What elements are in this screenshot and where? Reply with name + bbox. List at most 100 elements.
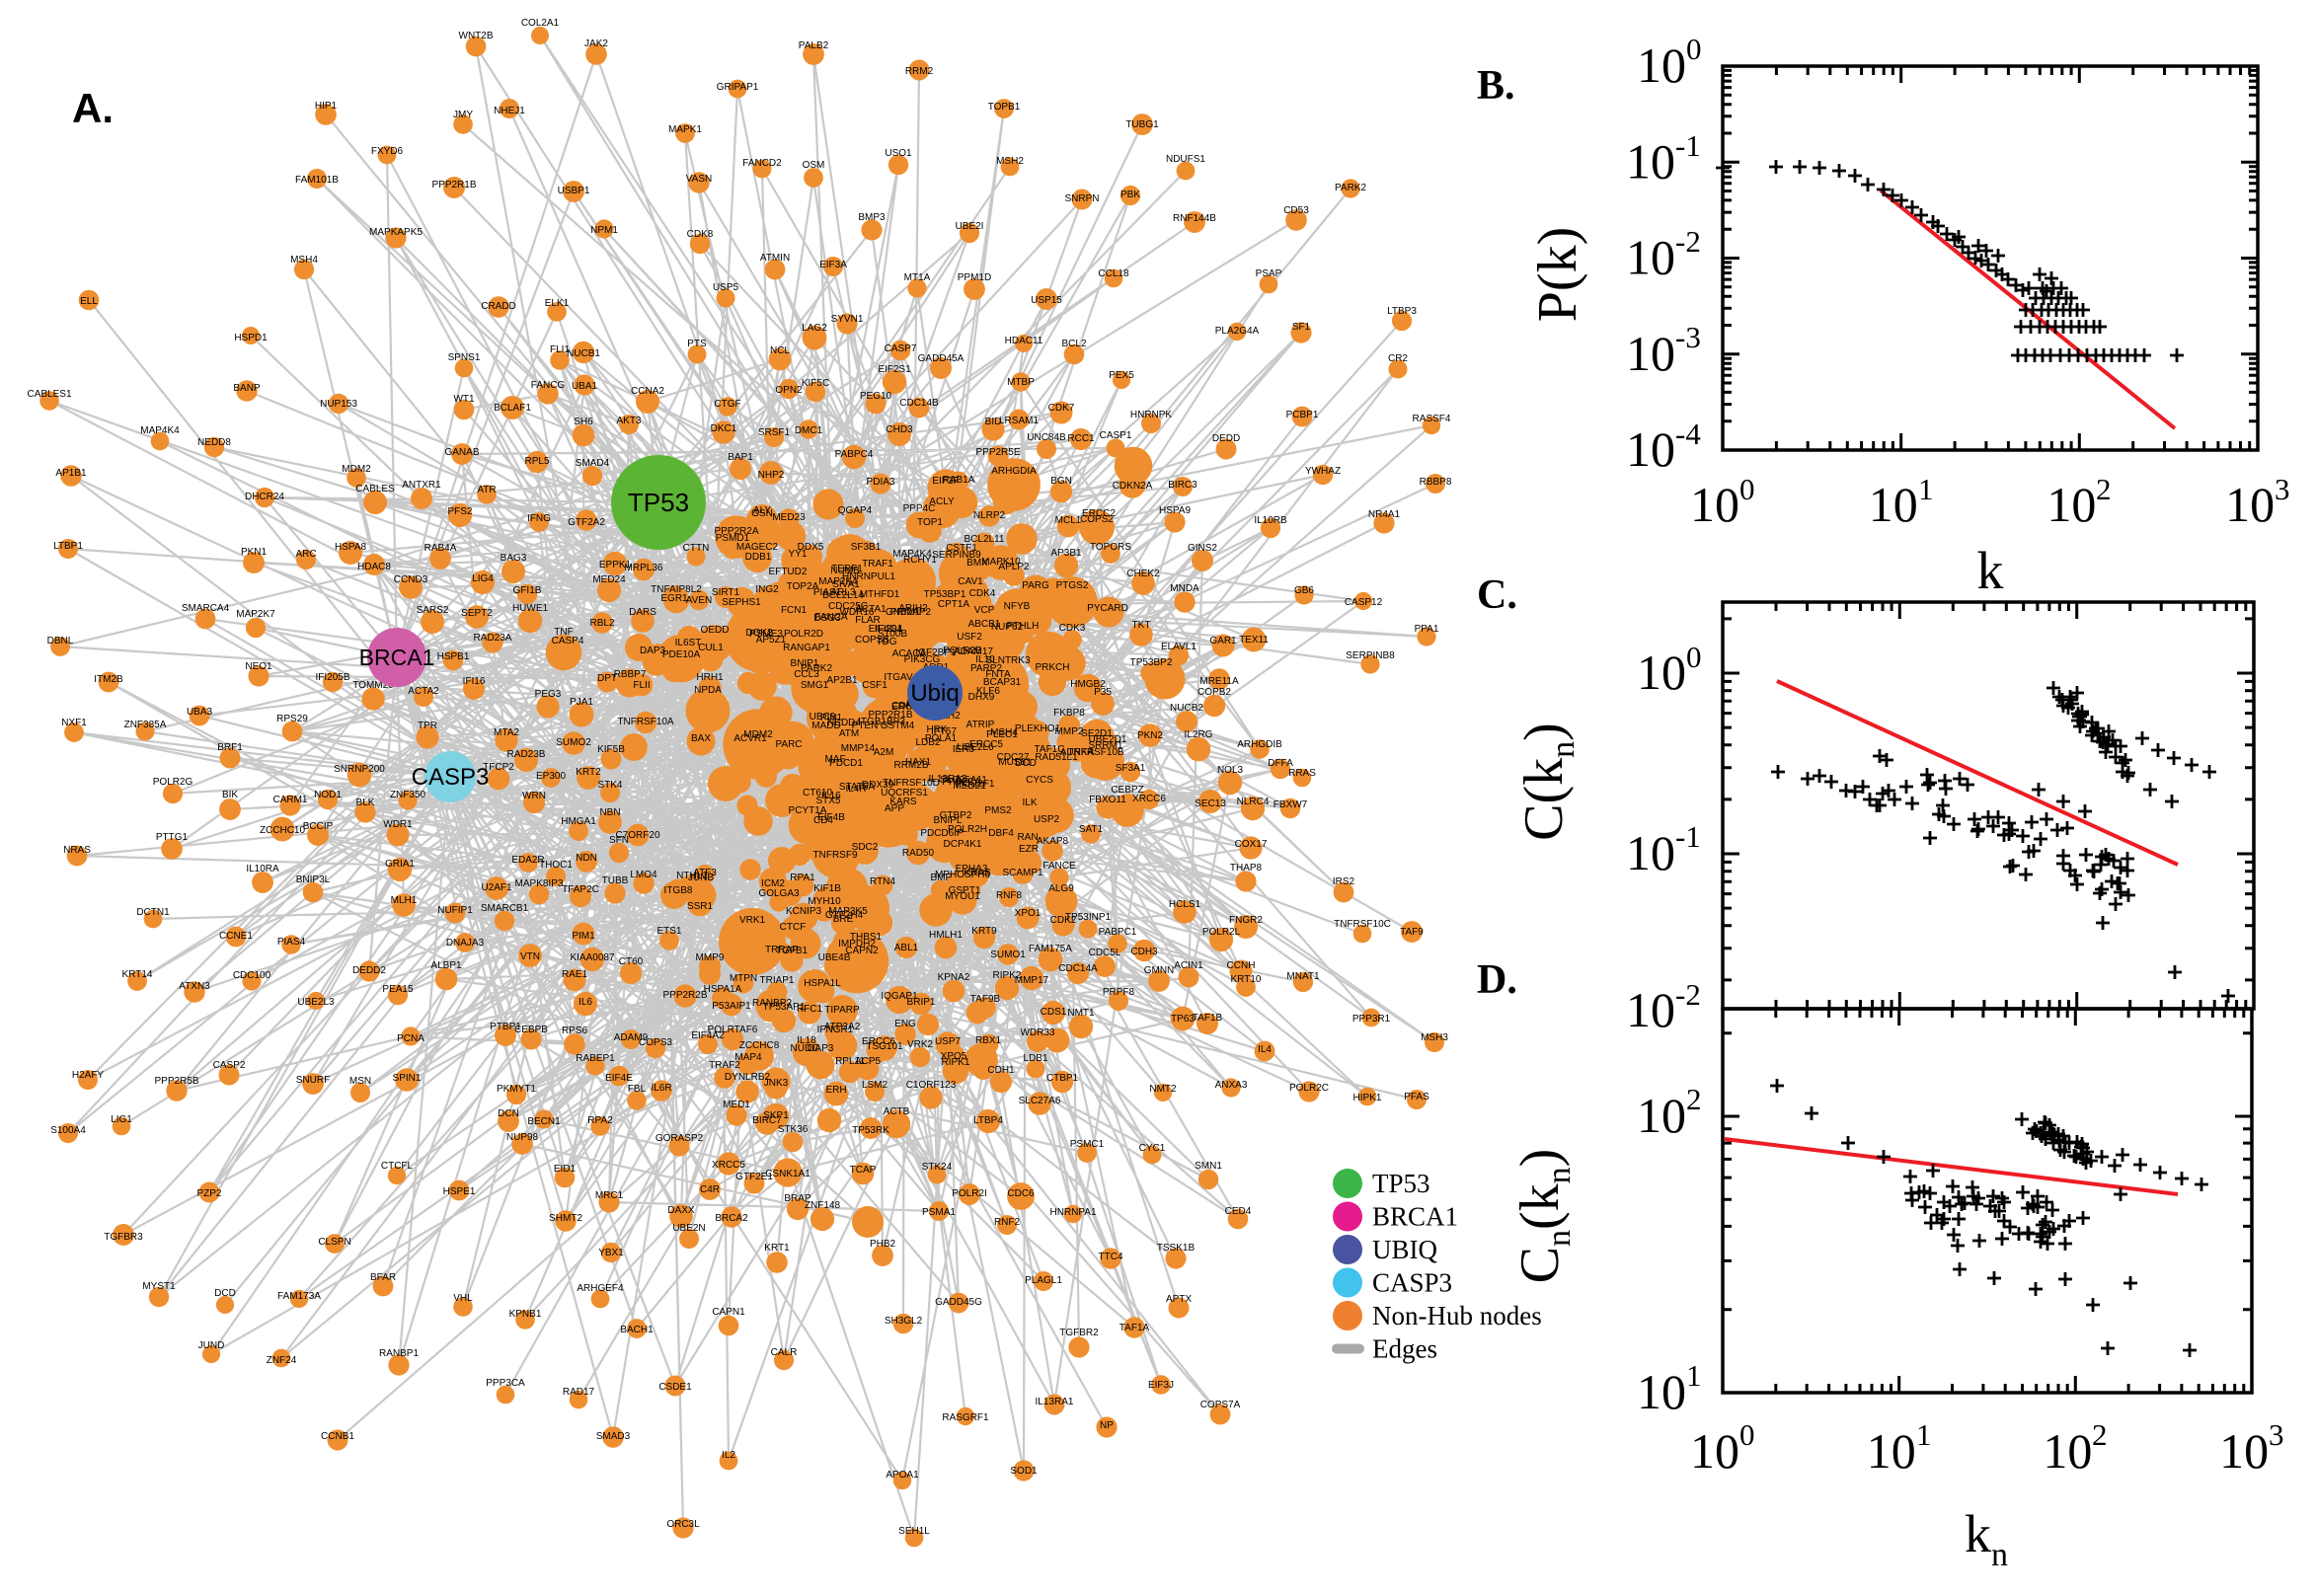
- svg-text:CDK7: CDK7: [1048, 403, 1075, 414]
- svg-text:DMC1: DMC1: [795, 425, 823, 436]
- svg-text:C.: C.: [1477, 572, 1517, 618]
- svg-text:0: 0: [1686, 640, 1702, 674]
- svg-text:ACTB: ACTB: [884, 1106, 910, 1117]
- svg-text:ATM: ATM: [839, 728, 859, 739]
- svg-text:DBF4: DBF4: [988, 828, 1014, 839]
- svg-text:CSF1: CSF1: [862, 680, 888, 691]
- svg-text:DBNL: DBNL: [47, 636, 74, 646]
- svg-text:MRE11A: MRE11A: [1199, 676, 1239, 687]
- svg-text:2: 2: [2096, 472, 2112, 506]
- svg-text:PDCD6IP: PDCD6IP: [920, 828, 964, 839]
- svg-text:FAM101B: FAM101B: [295, 175, 339, 186]
- svg-text:DCD: DCD: [214, 1288, 236, 1299]
- svg-text:P35: P35: [1094, 687, 1112, 698]
- svg-text:SCAMP1: SCAMP1: [1002, 868, 1043, 878]
- svg-text:STX5: STX5: [815, 796, 840, 806]
- svg-text:FANCG: FANCG: [531, 380, 566, 391]
- svg-text:DDX5: DDX5: [798, 542, 824, 553]
- svg-text:SOD1: SOD1: [1010, 1466, 1038, 1477]
- svg-text:ATP2A2: ATP2A2: [824, 1022, 861, 1032]
- svg-text:PRPF8: PRPF8: [1103, 987, 1135, 998]
- svg-text:DDB1: DDB1: [745, 552, 772, 563]
- svg-text:Ubiq: Ubiq: [910, 680, 959, 707]
- svg-text:NEDD4: NEDD4: [827, 718, 861, 728]
- svg-text:NUMB: NUMB: [830, 566, 860, 576]
- svg-text:RAD50: RAD50: [902, 848, 935, 859]
- svg-text:CDC14B: CDC14B: [899, 398, 939, 409]
- svg-text:CASP1: CASP1: [1100, 430, 1132, 441]
- svg-text:CABLES: CABLES: [355, 484, 395, 494]
- svg-text:SNRNP200: SNRNP200: [334, 764, 385, 775]
- svg-text:TP53RK: TP53RK: [852, 1125, 889, 1136]
- svg-text:PPP2R2B: PPP2R2B: [662, 990, 707, 1001]
- svg-text:HDAC11: HDAC11: [1005, 336, 1043, 346]
- svg-text:DAP3: DAP3: [640, 646, 666, 656]
- svg-text:PIN1: PIN1: [820, 713, 843, 723]
- svg-text:IFNGR1: IFNGR1: [817, 1025, 854, 1035]
- svg-text:MTA2: MTA2: [494, 727, 519, 738]
- svg-text:MUS81: MUS81: [998, 757, 1032, 768]
- svg-text:IL6ST: IL6ST: [675, 638, 702, 648]
- svg-text:FANCA: FANCA: [814, 612, 848, 623]
- svg-text:GAR1: GAR1: [1209, 636, 1237, 646]
- svg-text:SEPHS1: SEPHS1: [722, 597, 761, 608]
- svg-text:IQGAP1: IQGAP1: [881, 991, 918, 1002]
- svg-text:MYH10: MYH10: [808, 896, 841, 907]
- svg-text:RPL11: RPL11: [835, 1056, 865, 1067]
- svg-text:TGFBR3: TGFBR3: [104, 1232, 143, 1243]
- svg-text:LTBP3: LTBP3: [1387, 306, 1417, 317]
- svg-text:CCNB1: CCNB1: [321, 1431, 354, 1442]
- svg-text:BANP: BANP: [233, 383, 261, 394]
- svg-text:RAD23B: RAD23B: [507, 749, 546, 760]
- svg-text:CAPN1: CAPN1: [712, 1307, 745, 1318]
- svg-text:SLC27A6: SLC27A6: [1019, 1096, 1061, 1106]
- svg-text:10: 10: [1637, 645, 1686, 700]
- svg-text:AP1B1: AP1B1: [55, 468, 87, 479]
- svg-text:CABLES1: CABLES1: [27, 389, 71, 400]
- svg-text:CDK3: CDK3: [1059, 623, 1086, 634]
- svg-text:PZP2: PZP2: [196, 1188, 221, 1199]
- svg-text:BRF1: BRF1: [217, 742, 243, 753]
- svg-text:GFI1B: GFI1B: [513, 585, 542, 596]
- svg-text:PRKCH: PRKCH: [1035, 662, 1069, 673]
- svg-text:HRH1: HRH1: [696, 672, 724, 683]
- svg-text:TOP2A: TOP2A: [787, 581, 819, 592]
- svg-text:SMG1: SMG1: [801, 680, 829, 691]
- svg-text:BCL2L11: BCL2L11: [965, 534, 1005, 545]
- svg-text:C4R: C4R: [700, 1184, 720, 1195]
- svg-text:BRCA1: BRCA1: [1372, 1202, 1458, 1232]
- svg-text:YBX1: YBX1: [598, 1248, 624, 1258]
- svg-text:BNIP1: BNIP1: [791, 658, 819, 669]
- svg-text:NXF1: NXF1: [61, 718, 87, 728]
- svg-text:TP53: TP53: [1372, 1169, 1430, 1198]
- svg-text:1: 1: [1916, 1417, 1932, 1452]
- svg-text:TFCP2: TFCP2: [483, 762, 514, 773]
- svg-text:AP5Z1: AP5Z1: [756, 635, 787, 646]
- svg-text:KARS: KARS: [889, 797, 917, 807]
- svg-text:HIPK1: HIPK1: [1353, 1093, 1382, 1103]
- svg-text:DYNLRB2: DYNLRB2: [725, 1072, 771, 1083]
- svg-text:POLR2H: POLR2H: [948, 824, 987, 835]
- svg-text:IFI16: IFI16: [463, 676, 486, 687]
- svg-text:NUP153: NUP153: [320, 399, 357, 410]
- svg-text:S100B: S100B: [878, 629, 907, 640]
- svg-text:COPB2: COPB2: [1197, 687, 1231, 698]
- svg-text:CCL3: CCL3: [794, 669, 819, 680]
- svg-text:APLP2: APLP2: [998, 562, 1030, 572]
- svg-text:CEBPB: CEBPB: [514, 1025, 548, 1035]
- svg-text:CDK4: CDK4: [969, 588, 996, 599]
- svg-text:TAF1B: TAF1B: [1193, 1013, 1223, 1024]
- svg-text:TOP1: TOP1: [917, 517, 943, 528]
- svg-text:CD4: CD4: [813, 815, 833, 826]
- svg-text:FBL: FBL: [628, 1084, 647, 1095]
- svg-text:PIAS1: PIAS1: [813, 587, 842, 598]
- svg-text:MAP2K4: MAP2K4: [818, 576, 858, 587]
- svg-text:TNFRSF10D: TNFRSF10D: [883, 778, 940, 789]
- svg-text:MNAT1: MNAT1: [1286, 971, 1320, 982]
- svg-text:MLH1: MLH1: [391, 895, 418, 906]
- svg-text:ATR: ATR: [477, 485, 496, 495]
- svg-text:MED21: MED21: [953, 781, 986, 792]
- svg-text:KRT1: KRT1: [764, 1243, 790, 1254]
- svg-text:GSTM4: GSTM4: [881, 721, 915, 731]
- svg-text:EIF3F: EIF3F: [932, 476, 959, 487]
